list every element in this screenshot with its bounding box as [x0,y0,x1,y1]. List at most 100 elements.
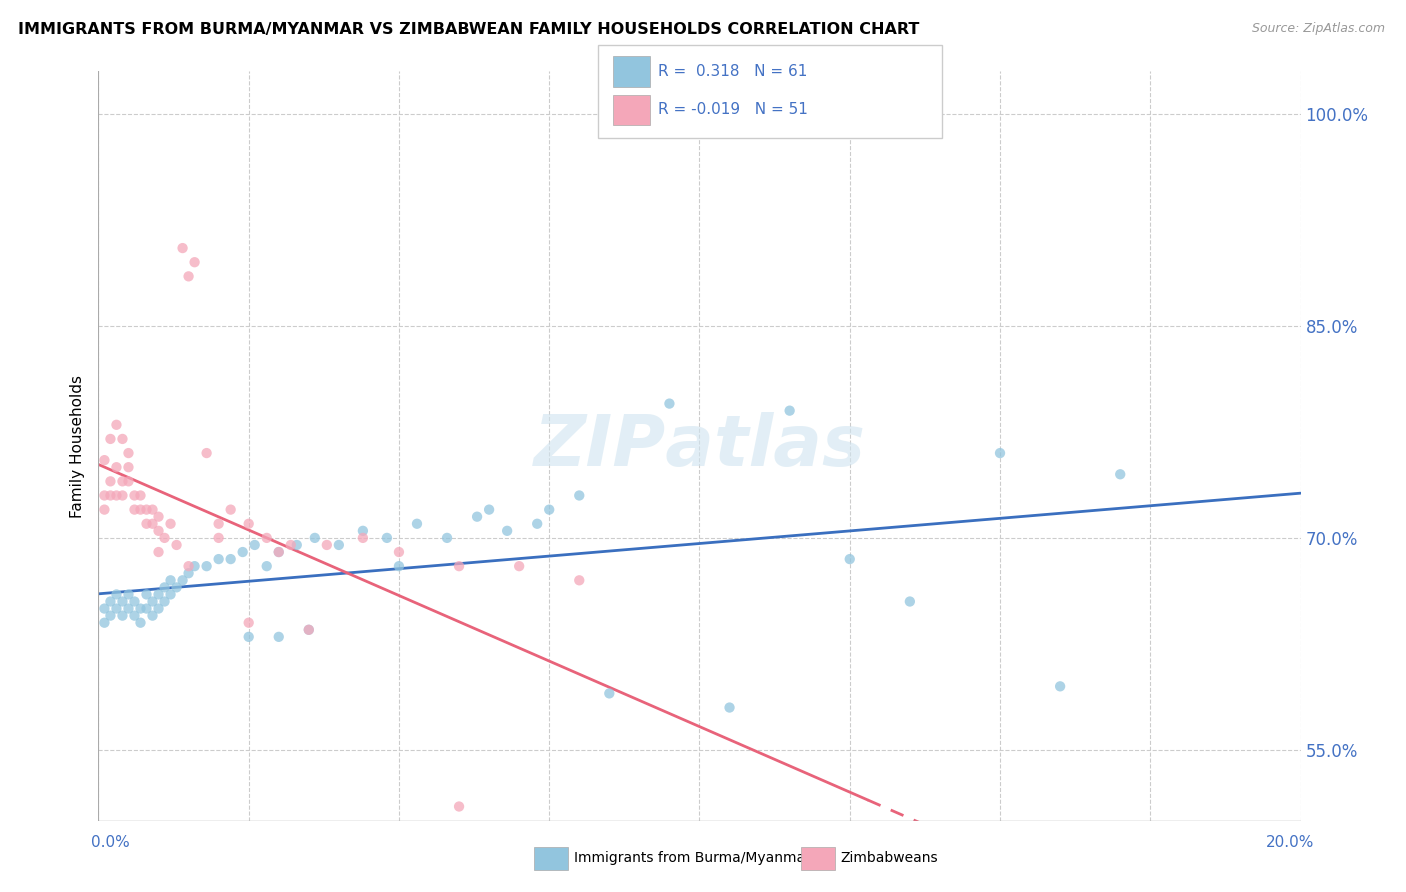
Point [100,475,122,489]
Point [208,552,231,566]
Point [124,608,146,623]
Point [117,601,139,615]
Point [148,524,170,538]
Point [124,502,146,516]
Point [177,559,200,574]
Point [129,488,152,502]
Point [298,623,321,637]
Point [100,432,122,446]
Point [111,608,134,623]
Point [465,509,488,524]
Point [238,615,260,630]
Point [124,488,146,502]
Point [148,509,170,524]
Point [447,559,470,574]
Point [988,446,1011,460]
Point [219,502,242,516]
Point [93,601,115,615]
Point [256,559,278,574]
Point [129,601,152,615]
Point [280,538,302,552]
Point [304,531,326,545]
Point [172,574,194,588]
Point [135,587,157,601]
Point [166,538,188,552]
Point [111,475,134,489]
Point [159,574,181,588]
Point [183,255,205,269]
Point [100,594,122,608]
Point [447,799,470,814]
Point [388,828,411,842]
Point [177,566,200,581]
Point [93,502,115,516]
Point [177,269,200,284]
Point [538,502,561,516]
Point [100,488,122,502]
Point [141,594,163,608]
Point [111,594,134,608]
Point [238,630,260,644]
Point [496,524,519,538]
Point [93,615,115,630]
Point [838,552,860,566]
Text: Source: ZipAtlas.com: Source: ZipAtlas.com [1251,22,1385,36]
Point [436,531,458,545]
Text: Zimbabweans: Zimbabweans [841,851,938,865]
Text: 0.0%: 0.0% [91,836,131,850]
Point [315,538,337,552]
Point [183,559,205,574]
Point [135,601,157,615]
Point [478,502,501,516]
Point [117,587,139,601]
Point [718,700,741,714]
Point [117,475,139,489]
Point [148,545,170,559]
Point [526,516,548,531]
Point [195,446,218,460]
Point [568,574,591,588]
Point [406,516,429,531]
Point [111,488,134,502]
Point [238,516,260,531]
Point [219,552,242,566]
Point [388,545,411,559]
Point [568,488,591,502]
Point [195,559,218,574]
Point [105,488,128,502]
Point [159,516,181,531]
Point [172,241,194,255]
Point [352,524,374,538]
Point [117,446,139,460]
Point [779,403,801,417]
Point [141,608,163,623]
Point [153,594,176,608]
Text: R = -0.019   N = 51: R = -0.019 N = 51 [658,103,808,117]
Point [352,531,374,545]
Point [232,545,254,559]
Point [141,516,163,531]
Point [298,623,321,637]
Point [508,559,530,574]
Point [105,460,128,475]
Point [285,538,308,552]
Point [141,502,163,516]
Text: R =  0.318   N = 61: R = 0.318 N = 61 [658,64,807,78]
Point [598,686,620,700]
Point [243,538,266,552]
Y-axis label: Family Households: Family Households [70,375,86,517]
Point [388,559,411,574]
Point [898,594,921,608]
Point [148,601,170,615]
Point [658,396,681,410]
Point [111,432,134,446]
Point [129,502,152,516]
Point [267,545,290,559]
Point [124,594,146,608]
Text: ZIP​atlas: ZIP​atlas [533,411,866,481]
Point [105,601,128,615]
Point [148,587,170,601]
Point [100,608,122,623]
Point [267,545,290,559]
Point [208,516,231,531]
